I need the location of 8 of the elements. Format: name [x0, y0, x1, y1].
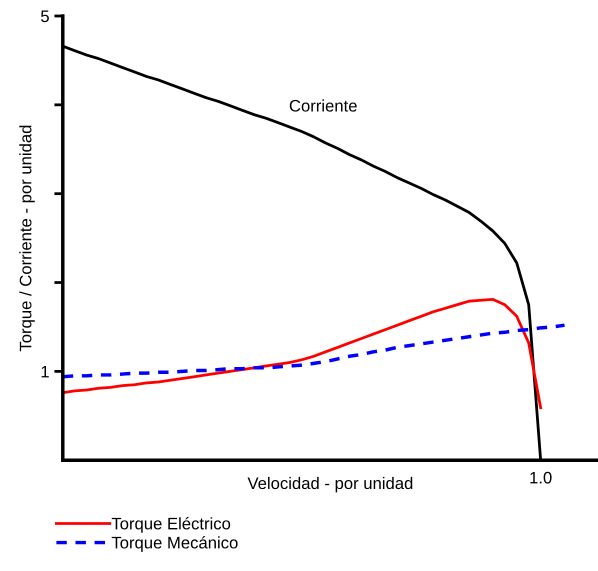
text: 1.0: [530, 472, 552, 484]
y-tick-label: 1: [42, 366, 49, 378]
x-axis-title: Velocidad - por unidad: [248, 476, 412, 492]
y-axis-title: Torque / Corriente - por unidad: [19, 126, 35, 352]
legend-label: Torque Mecánico: [112, 536, 238, 552]
y-tick-label: 5: [40, 10, 49, 22]
annotation: Corriente: [290, 99, 357, 112]
legend-label: Torque Eléctrico: [112, 517, 230, 533]
